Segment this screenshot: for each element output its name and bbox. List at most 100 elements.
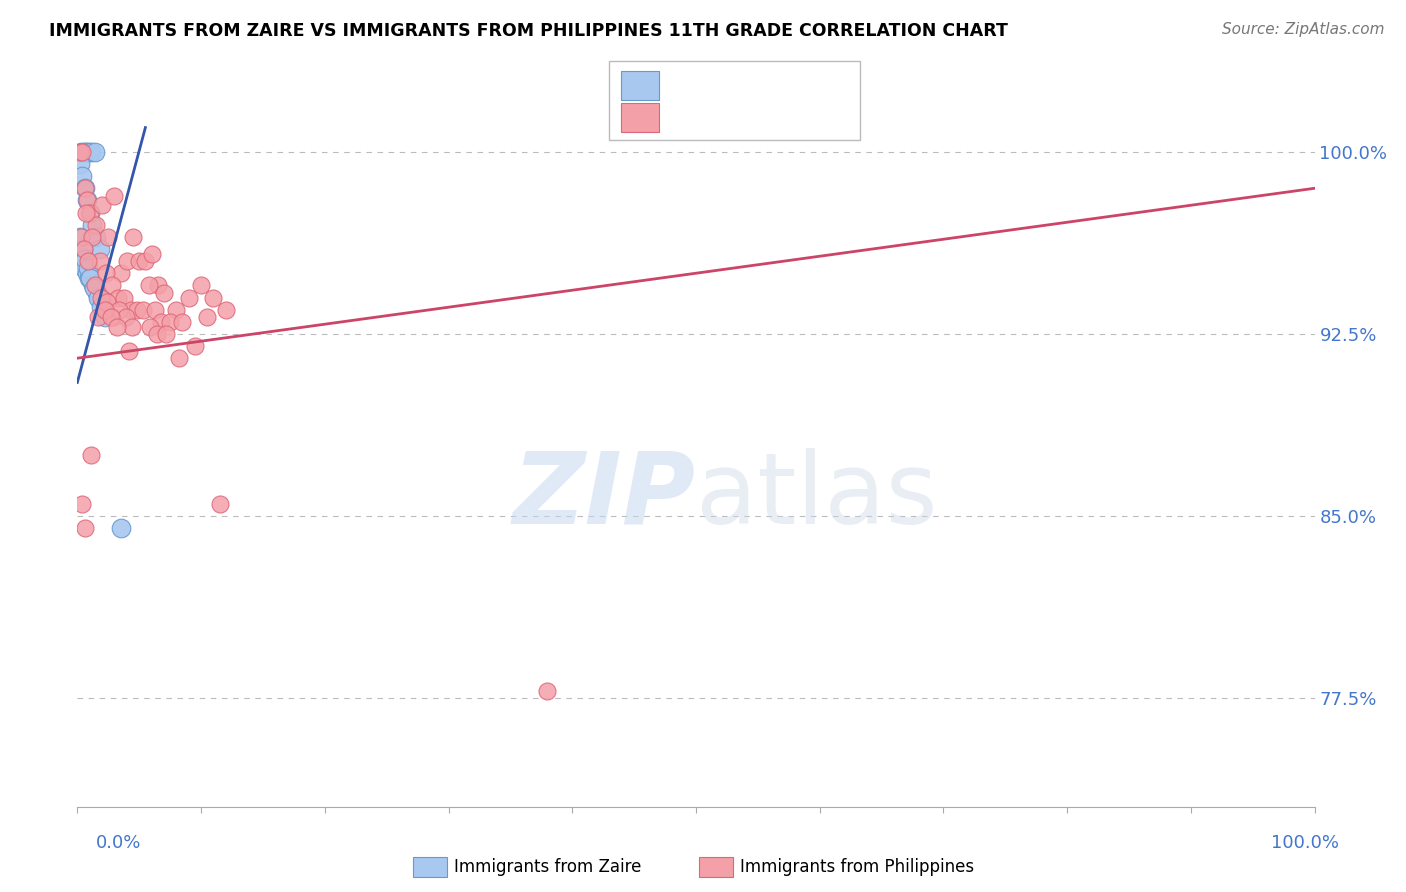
Point: [115, 254, 138, 268]
Point: [83, 278, 105, 293]
Point: [172, 315, 194, 329]
Point: [118, 343, 141, 358]
Point: [75, 252, 97, 266]
Point: [215, 302, 238, 317]
Point: [155, 326, 177, 341]
Point: [112, 291, 135, 305]
Point: [75, 521, 97, 535]
Point: [77, 145, 100, 159]
Point: [79, 205, 101, 219]
Point: [202, 291, 225, 305]
Point: [536, 683, 558, 698]
Point: [70, 254, 93, 268]
Point: [90, 300, 112, 314]
Point: [76, 194, 98, 208]
Point: [75, 205, 97, 219]
Point: [76, 194, 98, 208]
Point: [70, 497, 93, 511]
Point: [73, 261, 96, 276]
Text: Source: ZipAtlas.com: Source: ZipAtlas.com: [1222, 22, 1385, 37]
Point: [120, 302, 142, 317]
Point: [87, 310, 110, 324]
Point: [184, 339, 207, 353]
Text: IMMIGRANTS FROM ZAIRE VS IMMIGRANTS FROM PHILIPPINES 11TH GRADE CORRELATION CHAR: IMMIGRANTS FROM ZAIRE VS IMMIGRANTS FROM…: [49, 22, 1008, 40]
Point: [150, 315, 173, 329]
Point: [83, 281, 105, 295]
Point: [165, 302, 187, 317]
Text: 0.0%: 0.0%: [96, 834, 141, 852]
Point: [143, 302, 166, 317]
Point: [80, 145, 103, 159]
Text: 100.0%: 100.0%: [1271, 834, 1339, 852]
Point: [208, 497, 231, 511]
Point: [122, 229, 145, 244]
Point: [77, 271, 100, 285]
Point: [146, 278, 169, 293]
Point: [101, 278, 124, 293]
Point: [96, 295, 118, 310]
Point: [132, 302, 155, 317]
Text: ZIP: ZIP: [513, 448, 696, 545]
Text: Immigrants from Philippines: Immigrants from Philippines: [740, 858, 974, 876]
Text: atlas: atlas: [696, 448, 938, 545]
Point: [167, 351, 190, 366]
Point: [77, 254, 100, 268]
Point: [82, 218, 104, 232]
Point: [114, 310, 136, 324]
Point: [110, 266, 132, 280]
Point: [121, 319, 143, 334]
Point: [94, 266, 117, 280]
Point: [82, 229, 104, 244]
Point: [83, 145, 105, 159]
Point: [145, 326, 167, 341]
Point: [87, 291, 110, 305]
Point: [79, 205, 101, 219]
Point: [89, 242, 111, 256]
Point: [80, 448, 103, 462]
Point: [72, 145, 94, 159]
Point: [69, 157, 91, 171]
Point: [100, 310, 122, 324]
Text: R = 0.259    N = 63: R = 0.259 N = 63: [668, 109, 838, 127]
Point: [153, 285, 176, 300]
Point: [128, 254, 150, 268]
Point: [72, 145, 94, 159]
Point: [73, 181, 96, 195]
Point: [86, 285, 108, 300]
Point: [139, 319, 162, 334]
Point: [82, 278, 104, 293]
Point: [138, 278, 160, 293]
Point: [159, 315, 181, 329]
Point: [103, 188, 125, 202]
Text: R = 0.422    N = 32: R = 0.422 N = 32: [668, 77, 838, 95]
Point: [89, 291, 111, 305]
Point: [76, 261, 98, 276]
Point: [67, 247, 90, 261]
Point: [141, 247, 163, 261]
Point: [190, 278, 212, 293]
Point: [93, 310, 115, 324]
Point: [70, 229, 93, 244]
Point: [107, 291, 129, 305]
Point: [75, 145, 97, 159]
Point: [105, 319, 128, 334]
Point: [93, 302, 115, 317]
Point: [108, 302, 131, 317]
Point: [97, 229, 120, 244]
Point: [84, 218, 107, 232]
Point: [72, 242, 94, 256]
Point: [84, 229, 107, 244]
Point: [69, 229, 91, 244]
Point: [177, 291, 200, 305]
Point: [125, 302, 148, 317]
Point: [110, 521, 132, 535]
Text: Immigrants from Zaire: Immigrants from Zaire: [454, 858, 641, 876]
Point: [72, 169, 94, 183]
Point: [134, 254, 156, 268]
Point: [90, 291, 112, 305]
Point: [91, 198, 114, 212]
Point: [69, 145, 91, 159]
Point: [73, 181, 96, 195]
Point: [79, 271, 101, 285]
Point: [89, 254, 111, 268]
